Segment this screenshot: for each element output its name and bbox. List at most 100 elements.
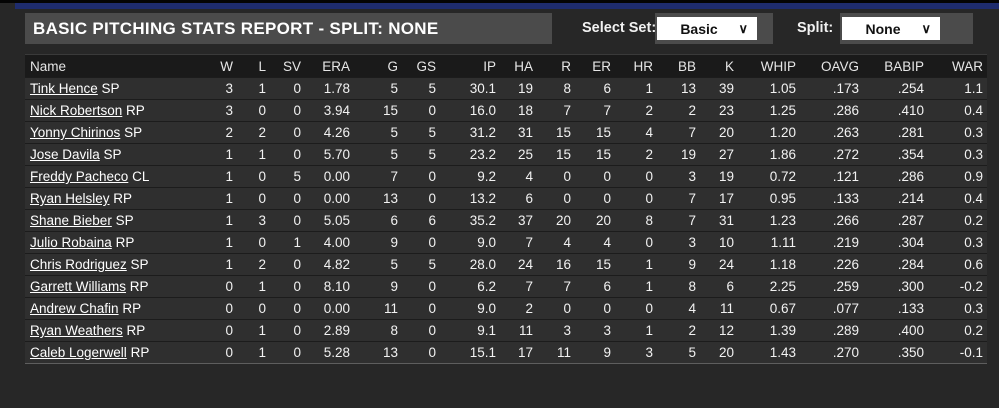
column-header-ha[interactable]: HA	[500, 54, 537, 78]
table-row: Shane Bieber SP 1 3 0 5.05 6 6 35.2 37 20 20 8 7 31 1.…	[25, 209, 987, 232]
column-header-gs[interactable]: GS	[402, 54, 440, 78]
column-header-sv[interactable]: SV	[270, 54, 305, 78]
stat-cell-l: 1	[237, 319, 270, 342]
column-header-l[interactable]: L	[237, 54, 270, 78]
column-header-w[interactable]: W	[203, 54, 237, 78]
stat-cell-l: 1	[237, 275, 270, 298]
column-header-oavg[interactable]: OAVG	[800, 54, 863, 78]
stat-cell-l: 3	[237, 209, 270, 232]
stat-cell-ip: 6.2	[440, 275, 500, 298]
player-name-link[interactable]: Julio Robaina	[30, 235, 112, 250]
select-set-panel: Basic ∨	[655, 13, 773, 44]
column-header-era[interactable]: ERA	[305, 54, 354, 78]
player-name-link[interactable]: Ryan Weathers	[30, 323, 123, 338]
stat-cell-gs: 6	[402, 209, 440, 232]
stat-cell-l: 0	[237, 297, 270, 320]
player-name-link[interactable]: Freddy Pacheco	[30, 169, 129, 184]
player-position: SP	[111, 213, 134, 228]
player-name-cell: Tink Hence SP	[25, 77, 203, 100]
stat-cell-war: 1.1	[928, 77, 987, 100]
player-name-cell: Chris Rodriguez SP	[25, 253, 203, 276]
stat-cell-w: 0	[203, 275, 237, 298]
stat-cell-era: 0.00	[305, 165, 354, 188]
player-name-link[interactable]: Yonny Chirinos	[30, 125, 121, 140]
player-name-link[interactable]: Garrett Williams	[30, 279, 127, 294]
stat-cell-whip: 1.25	[738, 99, 800, 122]
player-name-cell: Caleb Logerwell RP	[25, 341, 203, 364]
column-header-babip[interactable]: BABIP	[863, 54, 928, 78]
stat-cell-w: 1	[203, 253, 237, 276]
stat-cell-w: 0	[203, 341, 237, 364]
stat-cell-whip: 1.39	[738, 319, 800, 342]
stat-cell-ip: 9.1	[440, 319, 500, 342]
stat-cell-w: 2	[203, 121, 237, 144]
player-name-link[interactable]: Tink Hence	[30, 81, 98, 96]
stat-cell-era: 5.05	[305, 209, 354, 232]
stat-cell-war: 0.4	[928, 99, 987, 122]
player-name-link[interactable]: Andrew Chafin	[30, 301, 119, 316]
report-title: BASIC PITCHING STATS REPORT - SPLIT: NON…	[33, 19, 439, 38]
player-name-link[interactable]: Nick Robertson	[30, 103, 123, 118]
player-name-cell: Ryan Weathers RP	[25, 319, 203, 342]
stat-cell-ha: 6	[500, 187, 537, 210]
column-header-r[interactable]: R	[537, 54, 575, 78]
column-header-war[interactable]: WAR	[928, 54, 987, 78]
stat-cell-hr: 8	[615, 209, 657, 232]
stat-cell-whip: 2.25	[738, 275, 800, 298]
column-header-hr[interactable]: HR	[615, 54, 657, 78]
player-name-link[interactable]: Caleb Logerwell	[30, 345, 127, 360]
player-name-link[interactable]: Shane Bieber	[30, 213, 112, 228]
player-name-cell: Freddy Pacheco CL	[25, 165, 203, 188]
player-name-link[interactable]: Chris Rodriguez	[30, 257, 127, 272]
stat-cell-ip: 9.0	[440, 231, 500, 254]
stat-cell-hr: 0	[615, 231, 657, 254]
stat-cell-l: 0	[237, 187, 270, 210]
stat-cell-bb: 13	[657, 77, 700, 100]
stat-cell-w: 3	[203, 99, 237, 122]
player-name-link[interactable]: Jose Davila	[30, 147, 100, 162]
stat-cell-r: 16	[537, 253, 575, 276]
column-header-name[interactable]: Name	[25, 54, 203, 78]
stat-cell-ha: 24	[500, 253, 537, 276]
stat-cell-whip: 0.95	[738, 187, 800, 210]
stat-cell-ip: 9.0	[440, 297, 500, 320]
stat-cell-bb: 2	[657, 319, 700, 342]
stat-cell-gs: 5	[402, 143, 440, 166]
player-name-cell: Jose Davila SP	[25, 143, 203, 166]
stat-cell-er: 6	[575, 77, 615, 100]
stat-cell-sv: 5	[270, 165, 305, 188]
stat-cell-hr: 1	[615, 275, 657, 298]
column-header-g[interactable]: G	[354, 54, 402, 78]
player-name-link[interactable]: Ryan Helsley	[30, 191, 110, 206]
split-dropdown[interactable]: None ∨	[842, 17, 940, 40]
stat-cell-ip: 31.2	[440, 121, 500, 144]
stat-cell-era: 1.78	[305, 77, 354, 100]
column-header-k[interactable]: K	[700, 54, 738, 78]
stat-cell-k: 10	[700, 231, 738, 254]
select-set-dropdown[interactable]: Basic ∨	[657, 17, 757, 40]
stat-cell-l: 0	[237, 99, 270, 122]
stat-cell-era: 3.94	[305, 99, 354, 122]
stat-cell-ha: 25	[500, 143, 537, 166]
stat-cell-oavg: .173	[800, 77, 863, 100]
split-panel: None ∨	[840, 13, 973, 44]
table-row: Tink Hence SP 3 1 0 1.78 5 5 30.1 19 8 6 1 13 39 1.05.…	[25, 77, 987, 100]
stat-cell-g: 15	[354, 99, 402, 122]
column-header-er[interactable]: ER	[575, 54, 615, 78]
report-title-bar: BASIC PITCHING STATS REPORT - SPLIT: NON…	[25, 13, 552, 44]
column-header-bb[interactable]: BB	[657, 54, 700, 78]
stat-cell-k: 20	[700, 121, 738, 144]
stat-cell-gs: 0	[402, 165, 440, 188]
stat-cell-ip: 28.0	[440, 253, 500, 276]
stat-cell-gs: 0	[402, 99, 440, 122]
column-header-ip[interactable]: IP	[440, 54, 500, 78]
stat-cell-babip: .400	[863, 319, 928, 342]
column-header-whip[interactable]: WHIP	[738, 54, 800, 78]
stat-cell-ha: 19	[500, 77, 537, 100]
stat-cell-war: 0.6	[928, 253, 987, 276]
stat-cell-era: 4.00	[305, 231, 354, 254]
player-position: SP	[120, 125, 143, 140]
stat-cell-r: 0	[537, 187, 575, 210]
table-row: Yonny Chirinos SP 2 2 0 4.26 5 5 31.2 31 15 15 4 7 20…	[25, 121, 987, 144]
chevron-down-icon: ∨	[738, 20, 748, 36]
